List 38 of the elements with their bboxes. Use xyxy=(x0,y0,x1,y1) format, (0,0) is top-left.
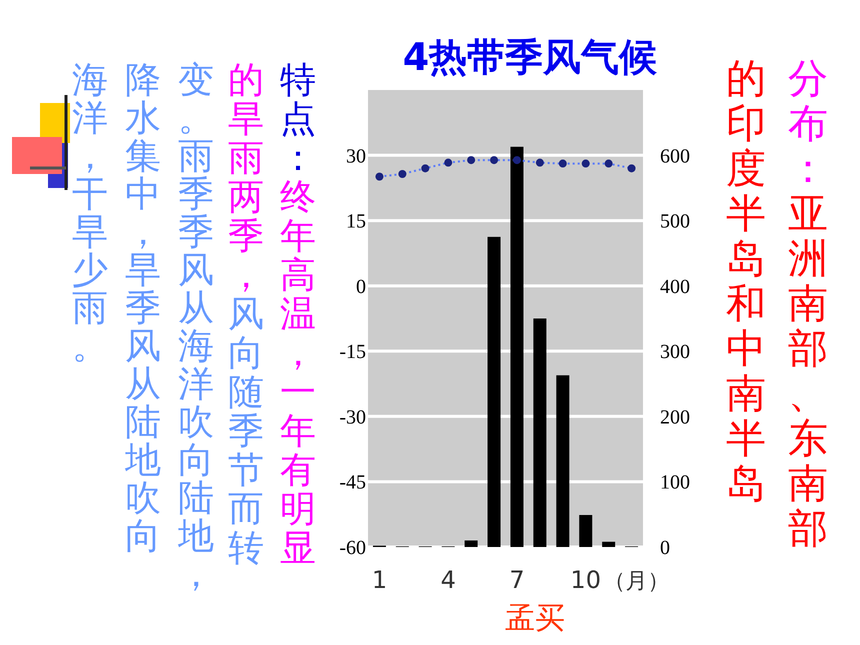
y-tick-label: -60 xyxy=(339,537,366,559)
y2-tick-label: 0 xyxy=(660,537,670,559)
bar xyxy=(556,375,570,547)
annotation: 特点： xyxy=(280,60,316,179)
text: 孟买 xyxy=(505,601,565,636)
chart-title: 4热带季风气候 xyxy=(402,35,658,79)
bar xyxy=(488,236,501,547)
x-tick-label: 10 xyxy=(570,566,601,594)
y2-tick-label: 400 xyxy=(660,276,690,298)
y-tick-label: 15 xyxy=(346,210,366,233)
x-axis-title: （月） xyxy=(604,569,670,594)
annotation: 风向随季节而转 xyxy=(228,294,264,569)
bar xyxy=(510,146,524,547)
annotation: 亚洲南部、东南部 xyxy=(788,191,828,552)
bar xyxy=(464,540,478,547)
annotation: 海洋，干旱少雨。 xyxy=(72,60,108,367)
bar xyxy=(602,542,616,547)
y2-tick-label: 600 xyxy=(660,145,690,168)
x-tick-label: 7 xyxy=(509,566,525,594)
y2-tick-label: 100 xyxy=(660,472,690,494)
x-tick-label: 1 xyxy=(372,566,388,594)
y-tick-label: 0 xyxy=(356,276,366,298)
y-tick-label: -15 xyxy=(339,341,366,364)
annotation: 的旱雨两季， xyxy=(228,60,264,296)
x-tick-label: 4 xyxy=(440,566,456,594)
y2-tick-label: 500 xyxy=(660,210,690,233)
annotation: 分布： xyxy=(788,56,828,192)
bar xyxy=(533,318,546,547)
annotation: 终年高温，一年有明显 xyxy=(280,177,316,569)
annotation: 的印度半岛和中南半岛 xyxy=(726,56,766,507)
annotation: 降水集中，旱季风从陆地吹向 xyxy=(125,60,161,557)
y-tick-label: -45 xyxy=(339,472,366,494)
y-tick-label: 30 xyxy=(346,145,366,168)
y-tick-label: -30 xyxy=(339,406,366,428)
y2-tick-label: 200 xyxy=(660,406,690,428)
annotation: 变。雨季季风从海洋吹向陆地， xyxy=(178,60,214,595)
bar xyxy=(579,515,592,547)
y2-tick-label: 300 xyxy=(660,341,690,364)
